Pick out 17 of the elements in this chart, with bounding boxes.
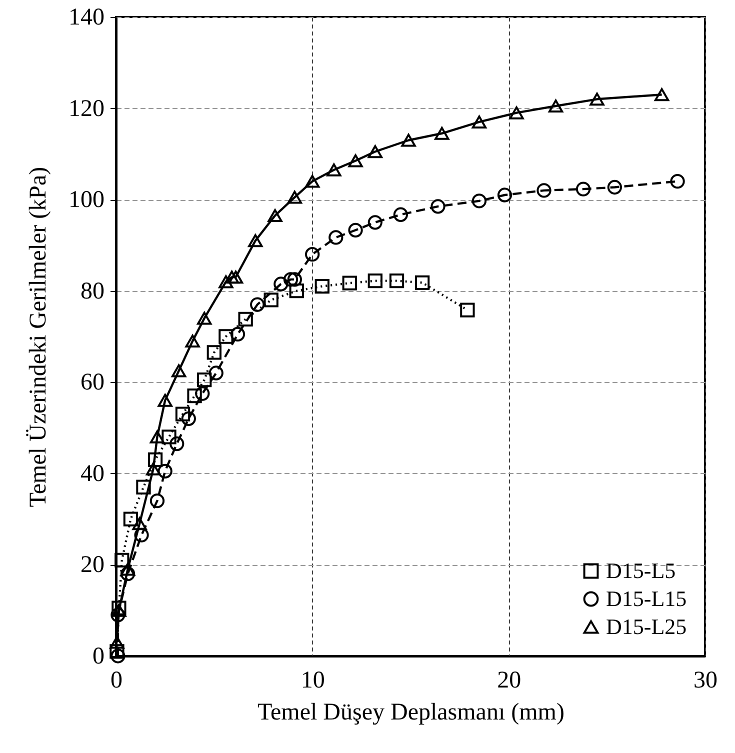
x-tick-label: 30 [694,668,718,694]
x-tick-label: 20 [497,668,522,694]
y-tick-label: 100 [68,187,104,214]
y-tick-label: 140 [68,4,104,30]
y-tick-label: 40 [80,460,104,487]
x-axis-title: Temel Düşey Deplasmanı (mm) [258,700,564,726]
legend-label: D15-L25 [606,614,687,639]
legend-label: D15-L5 [606,558,676,583]
x-tick-label: 0 [110,668,122,694]
y-tick-label: 20 [80,552,104,578]
x-tick-label: 10 [300,668,325,694]
y-tick-label: 0 [92,644,104,670]
y-tick-label: 80 [80,278,104,304]
y-tick-label: 120 [68,96,104,122]
y-axis-title: Temel Üzerindeki Gerilmeler (kPa) [26,166,52,508]
y-tick-label: 60 [80,370,104,396]
legend-label: D15-L15 [606,586,687,611]
